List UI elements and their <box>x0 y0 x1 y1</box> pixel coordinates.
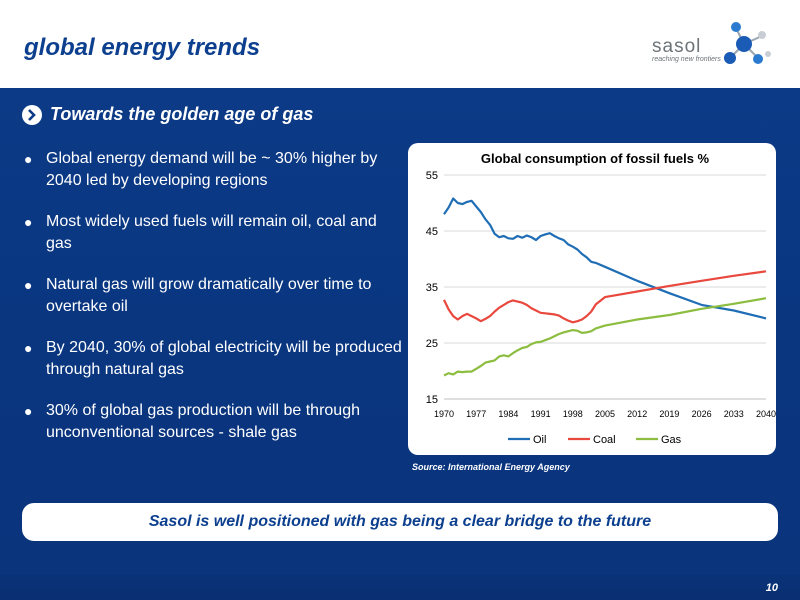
list-item: ● Natural gas will grow dramatically over… <box>24 274 404 318</box>
bullet-text: Natural gas will grow dramatically over … <box>46 276 372 315</box>
y-tick-label: 45 <box>426 226 438 238</box>
page-number: 10 <box>765 582 778 594</box>
bullet-list: ● Global energy demand will be ~ 30% high… <box>24 148 404 463</box>
legend-label-coal: Coal <box>593 434 616 446</box>
bullet-text: 30% of global gas production will be thr… <box>46 402 360 441</box>
callout-box: Sasol is well positioned with gas being … <box>22 503 778 541</box>
x-tick-label: 2033 <box>724 409 744 419</box>
bullet-marker: ● <box>24 214 33 230</box>
section-heading: Towards the golden age of gas <box>22 104 313 125</box>
y-tick-label: 25 <box>426 338 438 350</box>
logo-wordmark: sasol <box>652 36 702 57</box>
x-tick-label: 1977 <box>466 409 486 419</box>
page-title: global energy trends <box>24 34 261 61</box>
legend-label-gas: Gas <box>661 434 682 446</box>
header: global energy trends sasol reaching new … <box>0 0 800 88</box>
x-tick-label: 2005 <box>595 409 615 419</box>
footer-bar <box>0 575 800 600</box>
y-tick-label: 15 <box>426 394 438 406</box>
sasol-logo: sasol reaching new frontiers <box>650 14 775 74</box>
list-item: ● 30% of global gas production will be th… <box>24 400 404 444</box>
bullet-text: Global energy demand will be ~ 30% highe… <box>46 150 378 189</box>
callout-text: Sasol is well positioned with gas being … <box>148 513 652 530</box>
logo-tagline: reaching new frontiers <box>652 56 721 63</box>
bullet-text: By 2040, 30% of global electricity will … <box>46 339 402 378</box>
list-item: ● By 2040, 30% of global electricity will… <box>24 337 404 381</box>
y-tick-label: 35 <box>426 282 438 294</box>
x-tick-label: 2012 <box>627 409 647 419</box>
molecule-icon <box>724 22 771 64</box>
x-tick-label: 1998 <box>563 409 583 419</box>
x-tick-label: 1984 <box>498 409 518 419</box>
series-line-coal <box>443 270 767 324</box>
list-item: ● Global energy demand will be ~ 30% high… <box>24 148 404 192</box>
section-subtitle: Towards the golden age of gas <box>50 104 314 124</box>
series-line-gas <box>443 297 767 377</box>
list-item: ● Most widely used fuels will remain oil,… <box>24 211 404 255</box>
chevron-right-icon <box>22 104 42 125</box>
bullet-marker: ● <box>24 403 33 419</box>
series-line-oil <box>443 197 767 320</box>
bullet-marker: ● <box>24 277 33 293</box>
chart-title: Global consumption of fossil fuels % <box>481 151 710 166</box>
fossil-fuels-chart: Global consumption of fossil fuels % 15 25… <box>408 143 776 455</box>
x-tick-label: 1991 <box>531 409 551 419</box>
x-tick-label: 1970 <box>434 409 454 419</box>
chart-source: Source: International Energy Agency <box>412 462 570 472</box>
bullet-marker: ● <box>24 151 33 167</box>
bullet-text: Most widely used fuels will remain oil, … <box>46 213 377 252</box>
chart-svg: Global consumption of fossil fuels % 15 25… <box>426 151 776 446</box>
x-tick-label: 2019 <box>659 409 679 419</box>
legend-label-oil: Oil <box>533 434 546 446</box>
bullet-marker: ● <box>24 340 33 356</box>
y-tick-label: 55 <box>426 170 438 182</box>
x-tick-label: 2026 <box>692 409 712 419</box>
x-tick-label: 2040 <box>756 409 776 419</box>
